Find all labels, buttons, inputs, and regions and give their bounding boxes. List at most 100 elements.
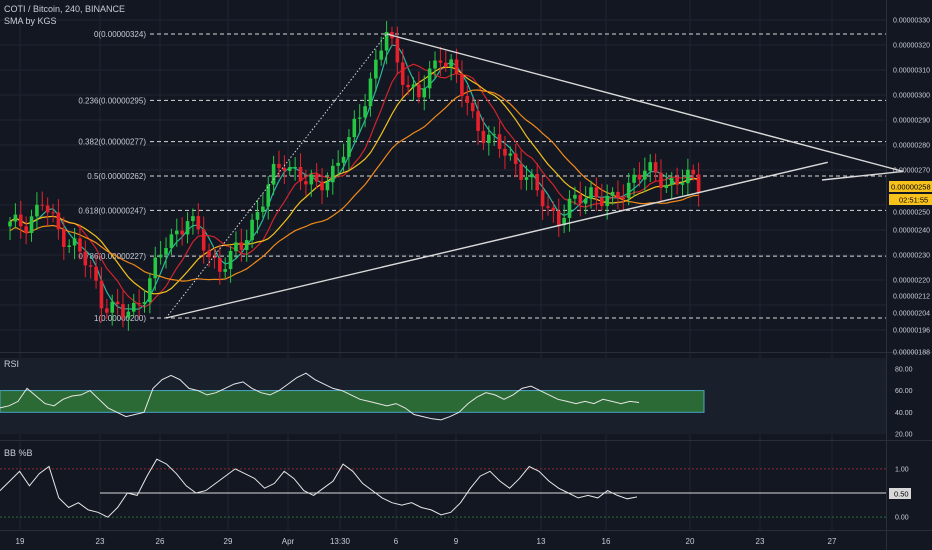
- candle-body-30: [169, 234, 174, 249]
- candle-body-14: [83, 251, 88, 266]
- fib-label-2: 0.382(0.00000277): [78, 138, 146, 147]
- rsi-pane: 80.00 60.00 40.00 20.00: [0, 358, 913, 439]
- candle-body-46: [255, 211, 260, 220]
- fib-label-3: 0.5(0.00000262): [87, 172, 146, 181]
- countdown-box: [889, 194, 932, 205]
- time-axis[interactable]: 19 23 26 29 Apr 13:30 6 9 13 16 20 23 27: [16, 537, 837, 546]
- candle-body-38: [212, 257, 217, 259]
- candle-body-15: [88, 265, 93, 267]
- candle-body-84: [460, 74, 464, 97]
- candle-body-51: [282, 167, 287, 171]
- candle-body-57: [314, 174, 319, 182]
- candle-body-49: [271, 163, 276, 185]
- bb-reference-label: 0.50: [894, 490, 909, 499]
- rsi-tick-2: 40.00: [895, 410, 913, 417]
- candle-body-10: [62, 229, 66, 247]
- candle-body-63: [347, 137, 351, 157]
- fib-label-0: 0(0.00000324): [94, 30, 146, 39]
- candle-body-81: [443, 62, 448, 67]
- price-tick-7: 0.00000250: [893, 210, 930, 217]
- candle-body-1: [13, 214, 18, 222]
- candle-body-22: [126, 311, 131, 318]
- candle-body-36: [201, 229, 206, 251]
- price-axis[interactable]: 0.00000330 0.00000320 0.00000310 0.00000300…: [893, 18, 930, 357]
- candle-body-43: [239, 242, 244, 250]
- candle-body-112: [610, 191, 615, 196]
- candle-body-56: [309, 174, 314, 185]
- candle-body-70: [384, 31, 389, 51]
- candle-body-28: [158, 254, 163, 258]
- rsi-tick-1: 60.00: [895, 388, 913, 395]
- rsi-title: RSI: [4, 359, 19, 369]
- rsi-tick-0: 80.00: [895, 366, 913, 373]
- candle-body-83: [454, 59, 459, 75]
- candle-body-27: [153, 257, 158, 279]
- candle-body-45: [250, 219, 254, 241]
- candle-body-97: [530, 174, 534, 178]
- fib-label-1: 0.236(0.00000295): [78, 96, 146, 105]
- rsi-line: [0, 372, 640, 421]
- bb-tick-2: 0.00: [895, 515, 909, 522]
- candle-body-31: [174, 230, 179, 235]
- candle-body-61: [336, 162, 340, 166]
- candle-body-59: [325, 182, 330, 191]
- candle-body-115: [626, 182, 631, 199]
- candle-body-88: [481, 130, 486, 144]
- candle-body-11: [67, 245, 71, 247]
- time-tick-5: 13:30: [330, 537, 351, 546]
- candle-body-117: [637, 174, 642, 180]
- time-tick-3: 29: [224, 537, 233, 546]
- price-tick-6: 0.00000270: [893, 168, 930, 175]
- candle-body-23: [131, 302, 136, 312]
- candle-body-24: [137, 302, 141, 304]
- bb-percent-pane: 1.00 0.00: [0, 458, 909, 522]
- candle-body-37: [207, 250, 211, 258]
- candle-body-110: [600, 197, 604, 207]
- candle-body-90: [492, 134, 496, 136]
- candle-body-69: [379, 50, 384, 60]
- time-tick-7: 9: [454, 537, 459, 546]
- sma-orange-line: [9, 89, 699, 282]
- price-tick-13: 0.00000196: [893, 328, 930, 335]
- candle-body-74: [406, 84, 410, 88]
- candle-body-78: [427, 68, 432, 89]
- bb-reference-tag: 0.50: [889, 488, 911, 499]
- candle-body-50: [277, 163, 281, 168]
- candle-body-4: [29, 216, 34, 233]
- candle-body-8: [51, 212, 55, 214]
- time-tick-6: 6: [394, 537, 399, 546]
- price-tick-0: 0.00000330: [893, 18, 930, 25]
- candle-body-116: [632, 174, 636, 183]
- candle-body-55: [304, 181, 308, 185]
- time-tick-4: Apr: [282, 537, 295, 546]
- indicator-title: SMA by KGS: [4, 16, 57, 26]
- candle-body-48: [266, 184, 271, 207]
- fibonacci-retracement[interactable]: 0(0.00000324) 0.236(0.00000295) 0.382(0.00…: [78, 30, 886, 323]
- candle-body-106: [578, 194, 583, 204]
- price-tick-8: 0.00000240: [893, 228, 930, 235]
- bb-tick-0: 1.00: [895, 466, 909, 473]
- price-tick-1: 0.00000320: [893, 43, 930, 50]
- rsi-tick-3: 20.00: [895, 432, 913, 439]
- trendline-0: [386, 33, 904, 173]
- fib-label-4: 0.618(0.00000247): [78, 206, 146, 215]
- candle-body-121: [659, 172, 663, 188]
- candle-body-6: [40, 204, 45, 206]
- candle-body-82: [449, 59, 453, 67]
- trendlines[interactable]: [165, 33, 904, 319]
- bb-reference-box: [889, 488, 911, 499]
- candle-body-47: [261, 206, 265, 212]
- candle-body-86: [470, 102, 475, 112]
- candle-body-44: [244, 240, 249, 250]
- candle-body-75: [411, 84, 416, 88]
- candle-body-16: [94, 266, 98, 281]
- price-tick-12: 0.00000204: [893, 311, 930, 318]
- candle-body-9: [56, 212, 61, 230]
- time-tick-12: 27: [828, 537, 837, 546]
- candle-body-65: [357, 117, 362, 119]
- candle-body-98: [535, 174, 540, 191]
- time-tick-9: 16: [602, 537, 611, 546]
- current-price-label: 0.00000258: [891, 183, 931, 192]
